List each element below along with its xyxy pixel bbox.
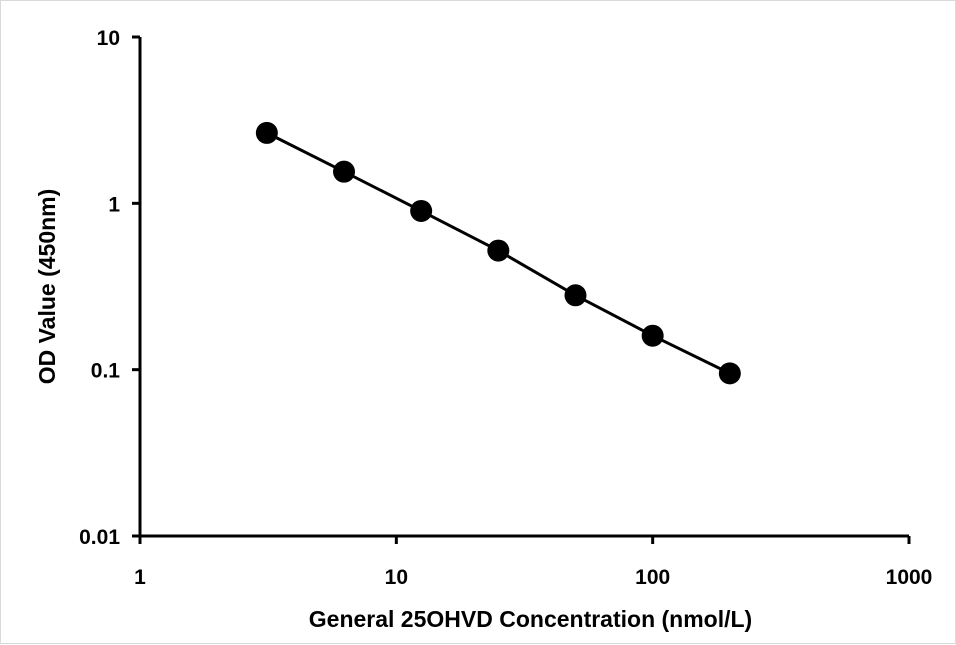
data-point (256, 122, 278, 144)
data-points (256, 122, 741, 384)
data-point (333, 161, 355, 183)
x-tick-label: 1 (134, 566, 146, 589)
x-tick-label: 100 (635, 566, 670, 589)
x-tick-label: 1000 (886, 566, 933, 589)
axes (140, 37, 909, 536)
y-tick-label: 0.01 (79, 526, 120, 549)
y-axis-title: OD Value (450nm) (34, 189, 60, 385)
x-tick-label: 10 (385, 566, 408, 589)
data-point (487, 240, 509, 262)
x-axis-title: General 25OHVD Concentration (nmol/L) (309, 606, 752, 632)
x-axis-ticks: 1 10 100 1000 (134, 536, 932, 589)
y-tick-label: 10 (97, 27, 120, 50)
y-tick-label: 1 (108, 193, 120, 216)
y-axis-ticks: 0.01 0.1 1 10 (79, 27, 140, 549)
data-point (642, 325, 664, 347)
y-tick-label: 0.1 (91, 360, 121, 383)
data-point (565, 284, 587, 306)
data-point (719, 362, 741, 384)
data-point (410, 200, 432, 222)
